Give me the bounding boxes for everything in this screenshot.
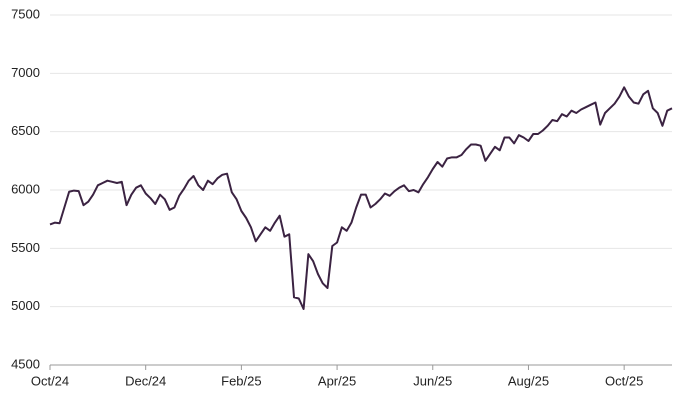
y-tick-label: 5000: [11, 298, 40, 313]
x-tick-label: Jun/25: [413, 373, 452, 388]
x-tick-label: Apr/25: [318, 373, 356, 388]
y-tick-label: 6000: [11, 181, 40, 196]
line-series: [49, 86, 673, 310]
y-tick-label: 5500: [11, 240, 40, 255]
x-tick-label: Dec/24: [125, 373, 166, 388]
x-tick-label: Oct/25: [605, 373, 643, 388]
x-tick-label: Aug/25: [508, 373, 549, 388]
y-tick-label: 7000: [11, 65, 40, 80]
x-tick-label: Feb/25: [221, 373, 261, 388]
x-tick-label: Oct/24: [31, 373, 69, 388]
y-tick-label: 7500: [11, 6, 40, 21]
y-tick-label: 4500: [11, 356, 40, 371]
y-tick-label: 6500: [11, 123, 40, 138]
